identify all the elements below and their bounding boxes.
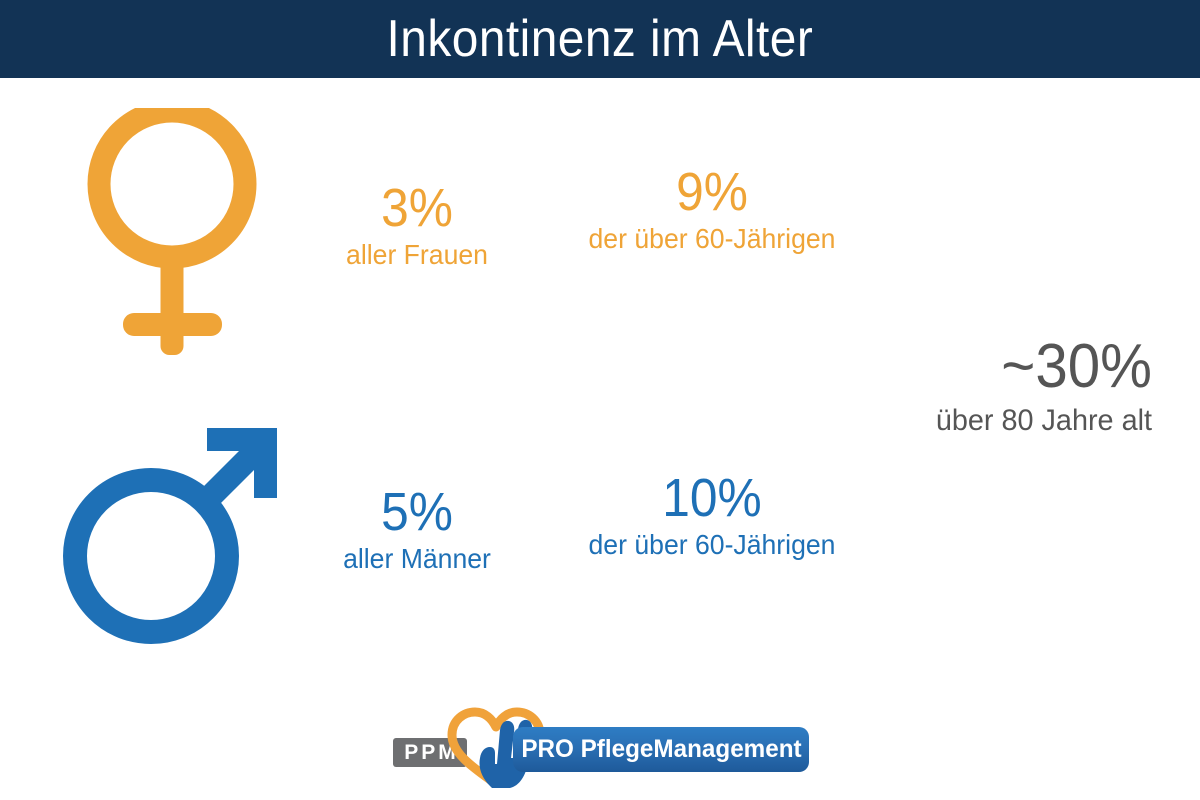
stat-label: aller Männer: [343, 543, 491, 574]
female-gender-icon: [78, 99, 278, 363]
stat-label: der über 60-Jährigen: [588, 529, 836, 560]
logo-badge-letter-1: P: [404, 741, 419, 764]
stat-label: der über 60-Jährigen: [588, 223, 836, 254]
stat-men-all: 5% aller Männer: [317, 482, 517, 576]
stat-value: 10%: [662, 468, 762, 528]
stat-men-over-60: 10% der über 60-Jährigen: [552, 468, 872, 562]
stat-over-80: ~30% über 80 Jahre alt: [848, 332, 1152, 440]
page-title: Inkontinenz im Alter: [386, 10, 814, 68]
header-bar: Inkontinenz im Alter: [0, 0, 1200, 78]
stat-value: 3%: [381, 178, 453, 238]
logo-name-text: PRO PflegeManagement: [520, 735, 802, 763]
stat-women-over-60: 9% der über 60-Jährigen: [552, 162, 872, 256]
stat-value: ~30%: [1001, 332, 1152, 401]
stat-label: aller Frauen: [346, 239, 488, 270]
stat-women-all: 3% aller Frauen: [317, 178, 517, 272]
stat-value: 5%: [381, 482, 453, 542]
logo-name-plate: PRO PflegeManagement: [513, 727, 809, 772]
logo[interactable]: P P M PRO PflegeManagement: [388, 706, 812, 789]
logo-badge-letter-2: P: [421, 741, 436, 764]
male-gender-icon: [55, 420, 290, 655]
stat-label: über 80 Jahre alt: [935, 404, 1152, 437]
stat-value: 9%: [676, 162, 748, 222]
